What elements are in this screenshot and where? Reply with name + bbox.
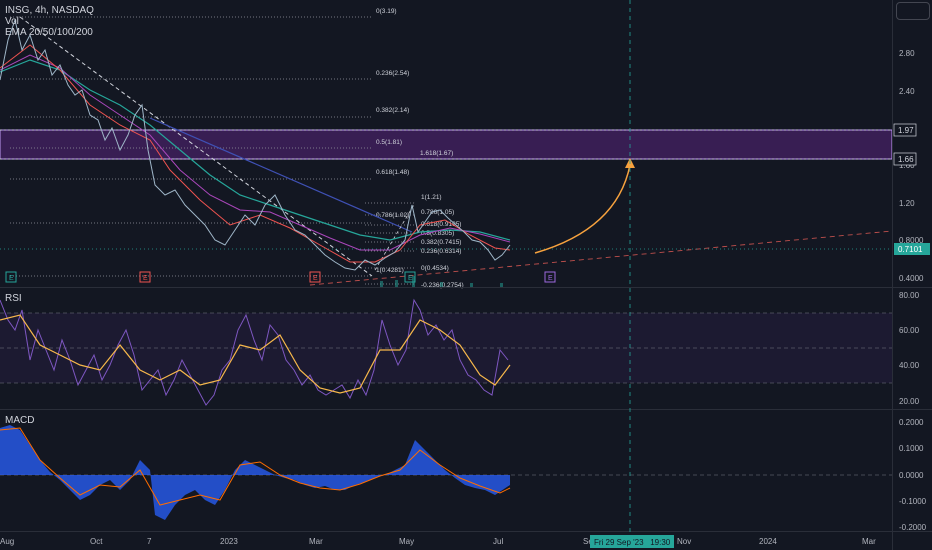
earnings-marker-icon[interactable] <box>5 271 17 283</box>
chart-settings-icon[interactable] <box>896 2 930 20</box>
svg-text:E: E <box>313 275 318 282</box>
ema-20-line <box>0 44 511 263</box>
downtrend-line-blue[interactable] <box>149 117 413 233</box>
time-label: Aug <box>0 537 14 546</box>
fib-right-level-0: 1(1.21) <box>421 194 442 201</box>
fib-left-level-1: 0.236(2.54) <box>376 70 409 77</box>
fib-left-level-3: 0.5(1.81) <box>376 139 402 146</box>
price-tick: 2.40 <box>899 87 915 96</box>
rsi-line <box>0 298 509 406</box>
uptrend-support-line[interactable] <box>309 230 893 286</box>
rsi-axis[interactable]: 80.00 60.00 40.00 20.00 <box>899 291 920 406</box>
ema-label[interactable]: EMA 20/50/100/200 <box>5 27 93 38</box>
time-label: Nov <box>677 537 691 546</box>
price-badge-outline <box>893 123 917 137</box>
fib-right-level-2: 0.618(0.9195) <box>421 221 461 228</box>
price-tick: 2.80 <box>899 49 915 58</box>
fib-right-level-6: 0(0.4534) <box>421 265 449 272</box>
svg-text:E: E <box>548 275 553 282</box>
time-label: May <box>399 537 414 546</box>
time-axis[interactable]: Aug Oct 7 2023 Mar May Jul Se Nov 2024 M… <box>0 535 876 548</box>
rsi-tick: 60.00 <box>899 326 920 335</box>
rsi-tick: 20.00 <box>899 397 920 406</box>
macd-pane[interactable] <box>0 425 892 520</box>
projection-arrow[interactable] <box>534 164 631 254</box>
fib-extension-label: 1.618(1.67) <box>420 150 453 157</box>
macd-axis[interactable]: 0.2000 0.1000 0.0000 -0.1000 -0.2000 <box>899 418 927 532</box>
fib-right-level-3: 0.5(0.8305) <box>421 230 454 237</box>
price-badge-outline <box>893 152 917 166</box>
price-tick: 0.4000 <box>899 274 924 283</box>
fib-right-level-5: 0.236(0.6314) <box>421 248 461 255</box>
svg-text:E: E <box>143 275 148 282</box>
macd-legend[interactable]: MACD <box>5 415 35 426</box>
price-tick: 1.20 <box>899 199 915 208</box>
rsi-tick: 80.00 <box>899 291 920 300</box>
rsi-tick: 40.00 <box>899 361 920 370</box>
volume-label[interactable]: Vol <box>5 16 19 27</box>
price-axis[interactable]: 2.80 2.40 1.60 1.20 0.8000 0.4000 1.97 1… <box>893 49 930 283</box>
earnings-marker-icon[interactable] <box>139 271 151 283</box>
svg-text:1.97: 1.97 <box>898 126 914 135</box>
price-series <box>0 18 511 271</box>
svg-text:E: E <box>408 275 413 282</box>
svg-text:0.7101: 0.7101 <box>898 245 923 254</box>
svg-text:E: E <box>9 275 14 282</box>
macd-tick: -0.1000 <box>899 497 927 506</box>
fib-right-level-4: 0.382(0.7415) <box>421 239 461 246</box>
time-label: 7 <box>147 537 152 546</box>
earnings-marker-icon[interactable] <box>309 271 321 283</box>
fib-left-level-2: 0.382(2.14) <box>376 107 409 114</box>
rsi-ma-line <box>0 314 511 394</box>
fib-left-level-6: 1(0.4281) <box>376 267 404 274</box>
macd-tick: -0.2000 <box>899 523 927 532</box>
time-label: Se <box>583 537 593 546</box>
time-label: Jul <box>493 537 503 546</box>
rsi-legend[interactable]: RSI <box>5 293 22 304</box>
fib-left-level-4: 0.618(1.48) <box>376 169 409 176</box>
price-pane[interactable]: 0(3.19) 0.236(2.54) 0.382(2.14) 0.5(1.81… <box>0 0 893 289</box>
fib-right-level-1: 0.786(1.05) <box>421 209 454 216</box>
svg-text:1.66: 1.66 <box>898 155 914 164</box>
earnings-marker-icon[interactable] <box>544 271 556 283</box>
price-tick: 0.8000 <box>899 236 924 245</box>
earnings-markers[interactable]: E E E E E <box>5 271 556 283</box>
time-label: Mar <box>862 537 876 546</box>
fib-left-level-0: 0(3.19) <box>376 8 397 15</box>
fib-left-level-5: 0.786(1.02) <box>376 212 409 219</box>
current-price-badge <box>894 243 930 255</box>
time-label: 2023 <box>220 537 238 546</box>
time-label: Oct <box>90 537 103 546</box>
time-label: Mar <box>309 537 323 546</box>
svg-text:Fri 29 Sep '23 19:30: Fri 29 Sep '23 19:30 <box>594 538 671 547</box>
symbol-title[interactable]: INSG, 4h, NASDAQ <box>5 5 94 16</box>
time-label: 2024 <box>759 537 777 546</box>
ema-50-line <box>0 54 511 251</box>
fib-retracement-left[interactable] <box>10 16 372 277</box>
downtrend-line-white[interactable] <box>19 16 373 277</box>
macd-histogram-area <box>0 425 510 520</box>
macd-tick: 0.2000 <box>899 418 924 427</box>
macd-signal-line <box>0 427 511 506</box>
chart-legend[interactable]: INSG, 4h, NASDAQ Vol EMA 20/50/100/200 <box>5 5 94 38</box>
crosshair-time-badge <box>590 535 674 548</box>
rsi-pane[interactable] <box>0 298 892 406</box>
ema-100-line <box>0 59 511 241</box>
price-tick: 1.60 <box>899 161 915 170</box>
macd-tick: 0.0000 <box>899 471 924 480</box>
earnings-marker-icon[interactable] <box>404 271 416 283</box>
macd-tick: 0.1000 <box>899 444 924 453</box>
